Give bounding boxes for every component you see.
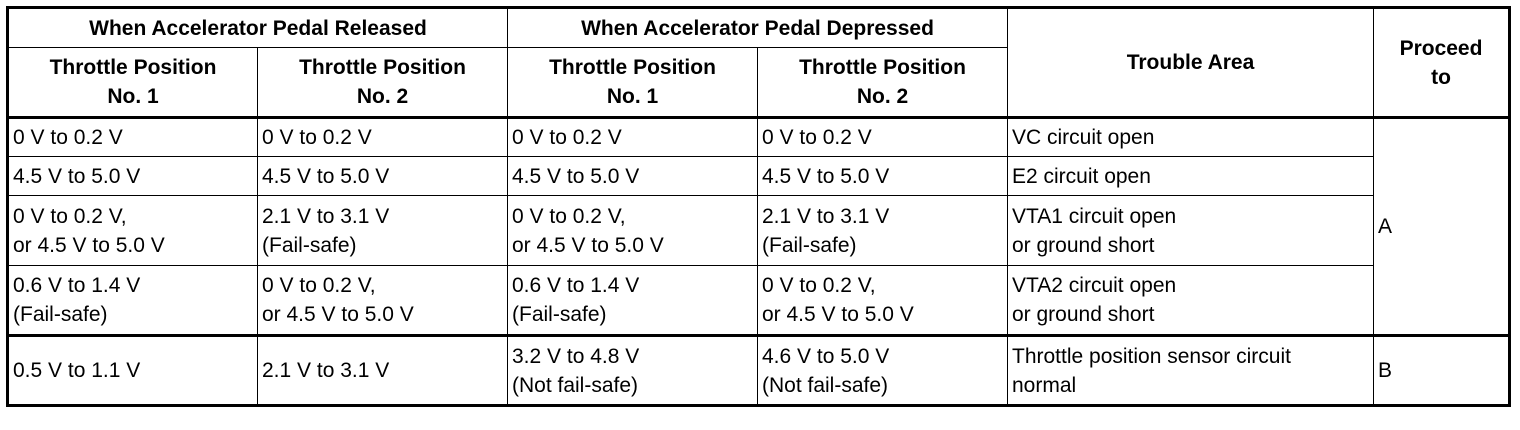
cell-released-tp1: 0.6 V to 1.4 V (Fail-safe) — [7, 265, 258, 336]
header-released-tp1: Throttle Position No. 1 — [7, 47, 258, 118]
cell-trouble-area: VC circuit open — [1007, 116, 1374, 157]
header-released: When Accelerator Pedal Released — [7, 7, 508, 48]
header-line: Throttle Position — [549, 56, 716, 79]
cell-line: E2 circuit open — [1012, 164, 1151, 188]
cell-proceed-b: B — [1373, 334, 1510, 406]
cell-line: 0 V to 0.2 V, — [762, 274, 876, 297]
table-row: 0.5 V to 1.1 V 2.1 V to 3.1 V 3.2 V to 4… — [7, 334, 1510, 406]
header-line: No. 2 — [356, 85, 409, 108]
cell-line: (Not fail-safe) — [762, 373, 889, 397]
cell-line: (Fail-safe) — [262, 233, 357, 257]
header-line: Throttle Position — [299, 56, 466, 79]
cell-line: 4.5 V to 5.0 V — [262, 164, 390, 188]
cell-released-tp1: 0.5 V to 1.1 V — [7, 334, 258, 406]
cell-depressed-tp1: 0.6 V to 1.4 V (Fail-safe) — [507, 265, 758, 336]
header-line: No. 1 — [606, 85, 659, 108]
cell-trouble-area: VTA2 circuit open or ground short — [1007, 265, 1374, 336]
cell-released-tp1: 0 V to 0.2 V, or 4.5 V to 5.0 V — [7, 195, 258, 266]
cell-line: normal — [1012, 373, 1077, 397]
cell-depressed-tp2: 0 V to 0.2 V, or 4.5 V to 5.0 V — [757, 265, 1008, 336]
cell-line: VC circuit open — [1012, 126, 1155, 149]
cell-line: 4.6 V to 5.0 V — [762, 344, 890, 368]
cell-released-tp2: 0 V to 0.2 V — [257, 116, 508, 157]
cell-depressed-tp2: 0 V to 0.2 V — [757, 116, 1008, 157]
cell-depressed-tp2: 4.5 V to 5.0 V — [757, 156, 1008, 196]
cell-line: 0 V to 0.2 V, — [512, 204, 626, 228]
cell-line: 4.5 V to 5.0 V — [13, 164, 141, 188]
cell-line: 0 V to 0.2 V — [512, 126, 622, 149]
header-proceed-to: Proceed to — [1373, 7, 1510, 118]
header-line: No. 1 — [107, 85, 159, 108]
cell-line: or 4.5 V to 5.0 V — [262, 303, 414, 326]
header-trouble-area: Trouble Area — [1007, 7, 1374, 118]
cell-line: 0 V to 0.2 V — [262, 126, 372, 149]
cell-line: (Fail-safe) — [762, 233, 857, 257]
cell-line: (Fail-safe) — [13, 303, 108, 326]
cell-line: 4.5 V to 5.0 V — [512, 164, 640, 188]
cell-line: 4.5 V to 5.0 V — [762, 164, 890, 188]
header-proceed-line: Proceed — [1399, 36, 1483, 60]
header-line: Throttle Position — [799, 56, 966, 79]
header-row-1: When Accelerator Pedal Released When Acc… — [7, 7, 1510, 118]
cell-released-tp1: 4.5 V to 5.0 V — [7, 156, 258, 196]
cell-line: (Fail-safe) — [512, 303, 607, 326]
cell-released-tp2: 2.1 V to 3.1 V (Fail-safe) — [257, 195, 508, 266]
cell-line: 0.6 V to 1.4 V — [512, 274, 640, 297]
diagnostic-table: When Accelerator Pedal Released When Acc… — [6, 6, 1511, 407]
cell-line: 0.5 V to 1.1 V — [13, 359, 141, 382]
cell-depressed-tp1: 4.5 V to 5.0 V — [507, 156, 758, 196]
cell-trouble-area: VTA1 circuit open or ground short — [1007, 195, 1374, 266]
header-depressed-tp1: Throttle Position No. 1 — [507, 47, 758, 118]
cell-line: VTA2 circuit open — [1012, 274, 1177, 297]
cell-depressed-tp1: 0 V to 0.2 V, or 4.5 V to 5.0 V — [507, 195, 758, 266]
table-row: 4.5 V to 5.0 V 4.5 V to 5.0 V 4.5 V to 5… — [7, 156, 1510, 196]
cell-depressed-tp1: 0 V to 0.2 V — [507, 116, 758, 157]
cell-line: 0.6 V to 1.4 V — [13, 274, 141, 297]
cell-line: Throttle position sensor circuit — [1012, 344, 1291, 368]
cell-line: (Not fail-safe) — [512, 373, 639, 397]
cell-released-tp1: 0 V to 0.2 V — [7, 116, 258, 157]
cell-line: or ground short — [1012, 303, 1155, 326]
cell-depressed-tp1: 3.2 V to 4.8 V (Not fail-safe) — [507, 334, 758, 406]
cell-line: 2.1 V to 3.1 V — [262, 359, 390, 382]
cell-released-tp2: 4.5 V to 5.0 V — [257, 156, 508, 196]
cell-proceed-a: A — [1373, 116, 1510, 336]
cell-line: 0 V to 0.2 V — [762, 126, 872, 149]
table-row: 0.6 V to 1.4 V (Fail-safe) 0 V to 0.2 V,… — [7, 265, 1510, 336]
cell-released-tp2: 2.1 V to 3.1 V — [257, 334, 508, 406]
cell-trouble-area: Throttle position sensor circuit normal — [1007, 334, 1374, 406]
cell-line: 3.2 V to 4.8 V — [512, 344, 640, 368]
header-row-2: Throttle Position No. 1 Throttle Positio… — [7, 47, 1510, 118]
table-row: 0 V to 0.2 V, or 4.5 V to 5.0 V 2.1 V to… — [7, 195, 1510, 266]
cell-line: 0 V to 0.2 V, — [13, 204, 127, 228]
cell-line: 2.1 V to 3.1 V — [262, 204, 390, 228]
cell-line: 0 V to 0.2 V, — [262, 274, 376, 297]
header-depressed-tp2: Throttle Position No. 2 — [757, 47, 1008, 118]
cell-line: VTA1 circuit open — [1012, 204, 1177, 228]
header-line: No. 2 — [856, 85, 909, 108]
cell-line: or ground short — [1012, 233, 1155, 257]
cell-line: or 4.5 V to 5.0 V — [512, 233, 664, 257]
cell-line: 2.1 V to 3.1 V — [762, 204, 890, 228]
cell-line: or 4.5 V to 5.0 V — [762, 303, 914, 326]
cell-line: 0 V to 0.2 V — [13, 126, 123, 149]
cell-depressed-tp2: 2.1 V to 3.1 V (Fail-safe) — [757, 195, 1008, 266]
header-depressed: When Accelerator Pedal Depressed — [507, 7, 1008, 48]
cell-depressed-tp2: 4.6 V to 5.0 V (Not fail-safe) — [757, 334, 1008, 406]
cell-line: or 4.5 V to 5.0 V — [13, 233, 165, 257]
header-released-tp2: Throttle Position No. 2 — [257, 47, 508, 118]
cell-trouble-area: E2 circuit open — [1007, 156, 1374, 196]
header-proceed-line: to — [1431, 65, 1451, 89]
header-line: Throttle Position — [49, 56, 217, 79]
table-row: 0 V to 0.2 V 0 V to 0.2 V 0 V to 0.2 V 0… — [7, 116, 1510, 336]
cell-released-tp2: 0 V to 0.2 V, or 4.5 V to 5.0 V — [257, 265, 508, 336]
